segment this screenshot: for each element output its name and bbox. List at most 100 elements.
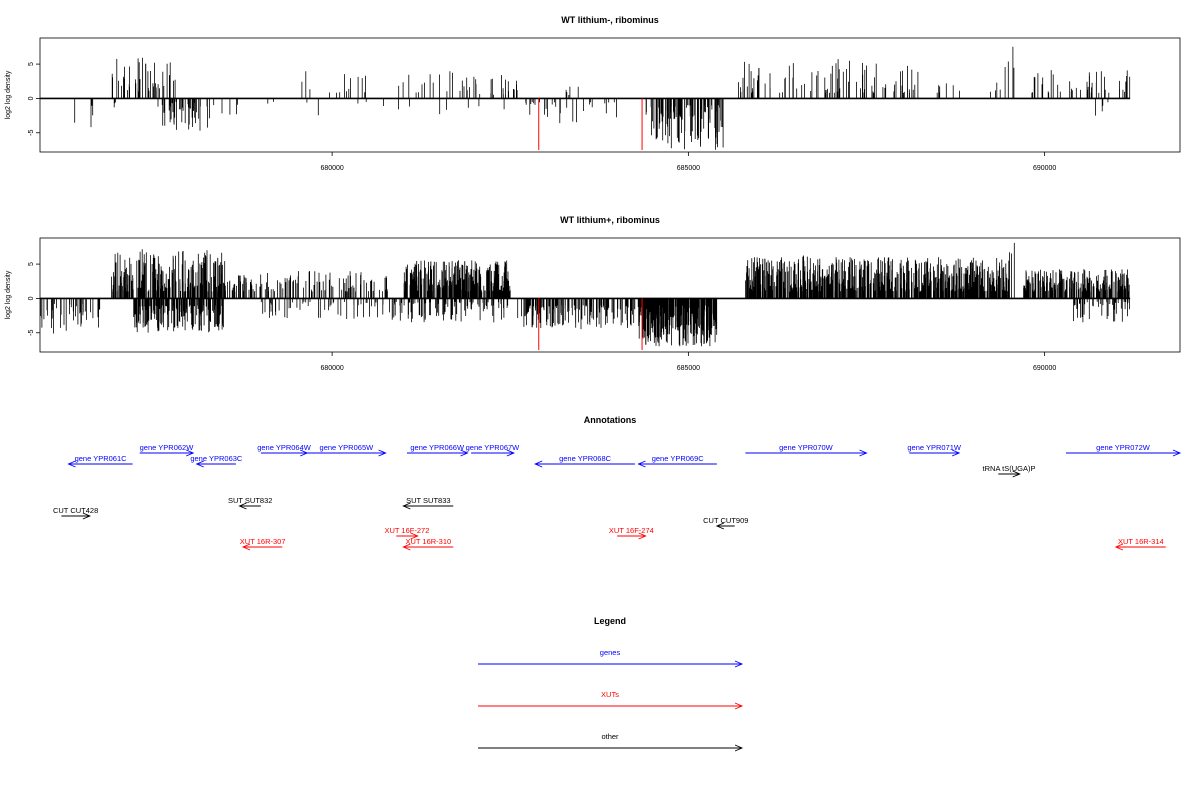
panel2-xtick-label: 680000 (320, 365, 343, 372)
annotation-arrow-head (82, 512, 92, 520)
annotation-label: XUT 16F-272 (384, 526, 429, 535)
annotation-label: gene YPR070W (779, 443, 834, 452)
panel2-bar-series (111, 249, 226, 299)
annotation-label: gene YPR061C (75, 454, 128, 463)
annotation-label: gene YPR067W (466, 443, 521, 452)
annotation-label: SUT SUT832 (228, 496, 272, 505)
legend-item-gene: genes (478, 648, 744, 668)
panel1-ytick-label: 0 (28, 96, 35, 100)
annotation-feature: tRNA tS(UGA)P (983, 464, 1036, 478)
annotation-feature: CUT CUT909 (703, 516, 748, 530)
annotation-label: gene YPR066W (410, 443, 465, 452)
panel2-bar-series (133, 298, 224, 333)
legend-title: Legend (594, 616, 626, 626)
legend-arrow-head (734, 744, 744, 752)
annotation-feature: XUT 16R-307 (240, 537, 286, 551)
annotation-label: gene YPR069C (652, 454, 705, 463)
panel1-ytick-label: -5 (28, 130, 35, 136)
annotation-arrow-head (195, 460, 204, 468)
panel2-bar-series (40, 298, 101, 334)
panel2-bar-series (1073, 298, 1130, 323)
panel2-bar-series (389, 298, 509, 323)
panel2-markers (538, 298, 643, 350)
panel2-ytick-label: 0 (28, 296, 35, 300)
panel2-y-axis: 5 0 -5 (28, 262, 40, 336)
panel1-x-axis: 680000 685000 690000 (320, 152, 1056, 172)
annotation-arrow-head (534, 460, 543, 468)
panel1-title: WT lithium-, ribominus (561, 15, 659, 25)
annotation-feature: XUT 16R-314 (1114, 537, 1166, 551)
panel1-bar-series (525, 98, 617, 124)
annotation-feature: gene YPR064W (257, 443, 312, 457)
annotation-arrow-head (1114, 543, 1124, 551)
annotation-arrow-head (402, 543, 411, 551)
legend-arrow-head (734, 660, 744, 668)
panel2-bar-series (517, 298, 639, 330)
annotation-feature: gene YPR062W (140, 443, 195, 457)
panel2-title: WT lithium+, ribominus (560, 215, 660, 225)
legend-items: genes XUTs other (478, 648, 744, 752)
legend-label: XUTs (601, 690, 619, 699)
panel1-bar-series (1031, 70, 1131, 99)
panel1-bar-series (111, 57, 176, 99)
panel1-bar-series (213, 98, 274, 115)
legend-label: genes (600, 648, 621, 657)
annotation-feature: gene YPR070W (745, 443, 868, 457)
annotation-arrow-head (951, 449, 961, 457)
annotation-feature: gene YPR063C (190, 454, 243, 468)
annotation-label: CUT CUT428 (53, 506, 98, 515)
legend-item-xut: XUTs (478, 690, 744, 710)
panel1-bar-series (1095, 98, 1109, 116)
panel1-xtick-label: 685000 (677, 165, 700, 172)
panel1-bar-series (74, 98, 94, 128)
annotation-label: XUT 16F-274 (609, 526, 654, 535)
panel2-bar-series (224, 271, 388, 299)
panel2-x-axis: 680000 685000 690000 (320, 352, 1056, 372)
annotation-feature: SUT SUT832 (228, 496, 272, 510)
panel1-bar-series (645, 98, 724, 150)
panel-lithium-plus: WT lithium+, ribominus log2 log density … (5, 215, 1181, 372)
annotation-arrow-head (378, 449, 387, 457)
panel2-bar-series (260, 298, 384, 319)
annotation-feature: gene YPR071W (907, 443, 962, 457)
annotation-arrow-head (460, 449, 469, 457)
panel1-y-axis: 5 0 -5 (28, 62, 40, 136)
legend-arrow-head (734, 702, 744, 710)
annotation-feature: XUT 16F-272 (384, 526, 429, 540)
annotation-feature: gene YPR069C (637, 454, 717, 468)
panel1-xtick-label: 680000 (320, 165, 343, 172)
panel1-bar-series (1004, 46, 1015, 99)
panel2-ytick-label: -5 (28, 330, 35, 336)
panel2-bar-series (403, 260, 511, 299)
annotation-feature: gene YPR066W (406, 443, 469, 457)
annotation-feature: XUT 16F-274 (609, 526, 654, 540)
annotation-label: CUT CUT909 (703, 516, 748, 525)
panel2-xtick-label: 690000 (1033, 365, 1056, 372)
panel2-bar-series (745, 257, 1010, 299)
annotation-feature: XUT 16R-310 (402, 537, 454, 551)
panel2-ylabel: log2 log density (5, 270, 12, 319)
annotation-label: SUT SUT833 (406, 496, 450, 505)
panel2-bars (40, 242, 1131, 347)
panel1-bar-series (738, 59, 919, 99)
annotation-arrow-head (186, 449, 195, 457)
annotation-arrow-head (241, 543, 251, 551)
annotation-feature: CUT CUT428 (53, 506, 98, 520)
panel2-bar-series (638, 298, 718, 347)
annotation-arrow-head (859, 449, 868, 457)
panel1-markers (538, 98, 643, 150)
annotation-feature: gene YPR068C (534, 454, 635, 468)
annotation-label: tRNA tS(UGA)P (983, 464, 1036, 473)
panel1-bar-series (936, 82, 1001, 99)
annotation-feature: gene YPR067W (466, 443, 521, 457)
annotation-arrow-head (506, 449, 515, 457)
annotation-label: gene YPR065W (320, 443, 375, 452)
annotation-label: gene YPR068C (559, 454, 612, 463)
annotation-label: gene YPR072W (1096, 443, 1151, 452)
panel2-frame (39, 237, 1181, 353)
annotation-label: gene YPR062W (140, 443, 195, 452)
annotation-label: gene YPR071W (907, 443, 962, 452)
panel2-ytick-label: 5 (28, 262, 35, 266)
